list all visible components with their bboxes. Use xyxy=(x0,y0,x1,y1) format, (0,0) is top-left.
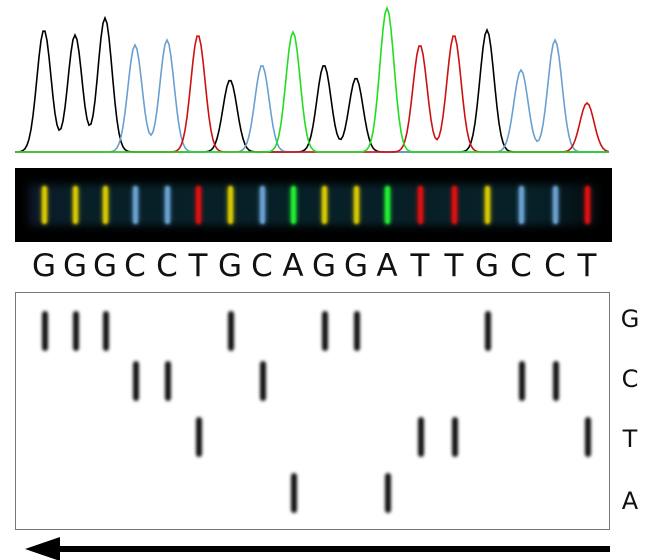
capillary-band xyxy=(73,186,78,224)
gel-band xyxy=(196,417,202,457)
trace-C xyxy=(15,38,609,153)
direction-arrow-icon xyxy=(25,537,610,560)
base-letter: G xyxy=(62,248,88,284)
base-letter: T xyxy=(410,248,430,284)
capillary-electrophoresis-lane xyxy=(15,168,612,242)
capillary-band xyxy=(103,186,108,224)
base-letter: G xyxy=(217,248,243,284)
base-letter: T xyxy=(444,248,464,284)
gel-band xyxy=(133,361,139,401)
base-letter: G xyxy=(31,248,57,284)
capillary-band xyxy=(452,186,457,224)
gel-band xyxy=(103,311,109,351)
base-letter: A xyxy=(282,248,304,284)
gel-band xyxy=(519,361,525,401)
base-letter: G xyxy=(311,248,337,284)
gel-lane-label: G xyxy=(620,305,640,333)
base-letter: C xyxy=(251,248,273,284)
base-letter: C xyxy=(510,248,532,284)
trace-G xyxy=(14,15,609,153)
gel-band xyxy=(291,473,297,513)
gel-band xyxy=(228,311,234,351)
base-letter: C xyxy=(156,248,178,284)
base-letter: T xyxy=(188,248,208,284)
gel-band xyxy=(585,417,591,457)
capillary-band xyxy=(322,186,327,224)
gel-band xyxy=(385,473,391,513)
capillary-band xyxy=(385,186,390,224)
gel-lane-label: C xyxy=(621,365,639,393)
gel-band xyxy=(165,361,171,401)
trace-A xyxy=(15,5,609,153)
capillary-band xyxy=(133,186,138,224)
gel-band xyxy=(418,417,424,457)
capillary-band xyxy=(553,186,558,224)
base-letter: T xyxy=(577,248,597,284)
capillary-band xyxy=(485,186,490,224)
gel-band xyxy=(485,311,491,351)
gel-band xyxy=(452,417,458,457)
gel-band xyxy=(73,311,79,351)
gel-band xyxy=(553,361,559,401)
gel-band xyxy=(322,311,328,351)
capillary-band xyxy=(260,186,265,224)
capillary-band xyxy=(585,186,590,224)
base-letter: C xyxy=(544,248,566,284)
capillary-band xyxy=(165,186,170,224)
base-letter: A xyxy=(376,248,398,284)
base-letter: G xyxy=(474,248,500,284)
gel-band xyxy=(260,361,266,401)
capillary-band xyxy=(228,186,233,224)
gel-band xyxy=(354,311,360,351)
capillary-band xyxy=(291,186,296,224)
base-letter: G xyxy=(92,248,118,284)
gel-lane-label: A xyxy=(621,487,639,515)
gel-band xyxy=(42,311,48,351)
capillary-band xyxy=(519,186,524,224)
base-letter: G xyxy=(343,248,369,284)
sequencing-gel xyxy=(15,292,610,530)
gel-lane-label: T xyxy=(622,425,638,453)
base-letter: C xyxy=(124,248,146,284)
capillary-band xyxy=(196,186,201,224)
chromatogram xyxy=(14,5,610,153)
capillary-band xyxy=(354,186,359,224)
capillary-band xyxy=(418,186,423,224)
capillary-band xyxy=(42,186,47,224)
